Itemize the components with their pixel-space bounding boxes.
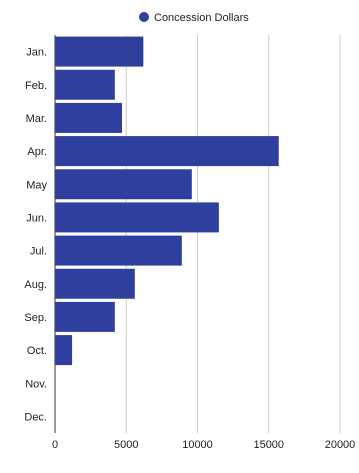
bar-aug (55, 268, 135, 299)
category-label-jun: Jun. (26, 212, 47, 224)
bar-feb (55, 69, 115, 100)
category-label-dec: Dec. (24, 411, 47, 423)
category-label-jul: Jul. (30, 246, 47, 258)
bar-may (55, 169, 192, 200)
category-label-apr: Apr. (27, 146, 47, 158)
x-tick-label-0: 0 (52, 439, 58, 451)
gridlines (54, 35, 341, 433)
category-label-oct: Oct. (27, 345, 47, 357)
x-tick-label-5000: 5000 (114, 439, 138, 451)
category-labels: Jan. Feb. Mar. Apr. May Jun. Jul. Aug. Sep. Oct. N… (24, 47, 47, 424)
x-tick-label-20000: 20000 (325, 439, 356, 451)
category-label-nov: Nov. (25, 378, 47, 390)
bar-apr (55, 136, 279, 167)
legend: Concession Dollars (139, 12, 249, 24)
legend-label-concession-dollars: Concession Dollars (154, 12, 249, 24)
category-label-mar: Mar. (26, 113, 47, 125)
legend-swatch-concession-dollars (139, 12, 149, 22)
bar-jan (55, 36, 144, 67)
category-label-jan: Jan. (26, 47, 47, 59)
x-tick-label-15000: 15000 (253, 439, 284, 451)
category-label-sep: Sep. (24, 312, 47, 324)
category-label-feb: Feb. (25, 80, 47, 92)
bar-jun (55, 202, 219, 233)
bar-oct (55, 335, 73, 366)
bars (55, 36, 279, 366)
category-label-may: May (26, 179, 47, 191)
bar-jul (55, 235, 182, 266)
x-tick-label-10000: 10000 (182, 439, 213, 451)
category-label-aug: Aug. (24, 279, 47, 291)
bar-sep (55, 301, 115, 332)
bar-mar (55, 102, 122, 133)
x-axis-tick-labels: 0 5000 10000 15000 20000 (52, 439, 355, 451)
